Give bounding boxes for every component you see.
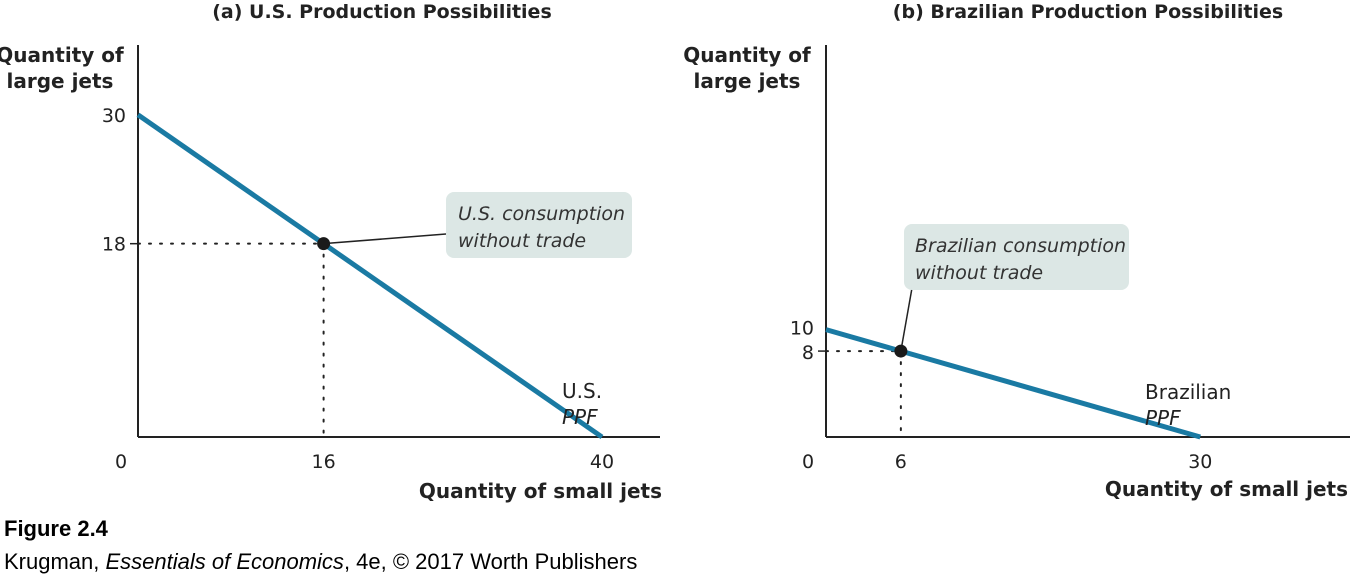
us-x-tick-label-40: 40 xyxy=(590,451,614,473)
us-origin-label: 0 xyxy=(115,451,127,473)
brazil-ppf-label-ppf: PPF xyxy=(1145,406,1181,430)
us-y-axis-title-line-1: Quantity of xyxy=(0,43,124,67)
credit-rest: , 4e, © 2017 Worth Publishers xyxy=(343,549,638,574)
us-ppf-label-ppf: PPF xyxy=(562,405,598,429)
us-callout-text-line-1: U.S. consumption xyxy=(458,203,625,225)
us-callout-leader xyxy=(323,233,447,245)
us-y-axis-title-line-2: large jets xyxy=(7,69,114,93)
us-callout-text-line-2: without trade xyxy=(458,230,586,252)
us-x-axis-title: Quantity of small jets xyxy=(419,479,662,503)
us-consumption-point xyxy=(317,237,331,251)
brazil-x-tick-label-30: 30 xyxy=(1188,451,1212,473)
credit-book-title: Essentials of Economics xyxy=(105,549,344,574)
brazil-origin-label: 0 xyxy=(802,451,814,473)
us-panel-title: (a) U.S. Production Possibilities xyxy=(212,1,552,23)
figure-credit: Krugman, Essentials of Economics, 4e, © … xyxy=(4,549,637,575)
brazil-callout-box xyxy=(904,224,1129,290)
brazil-x-tick-label-6: 6 xyxy=(895,451,907,473)
figure-number: Figure 2.4 xyxy=(4,516,108,541)
us-y-tick-label-30: 30 xyxy=(102,105,126,127)
brazil-panel-title: (b) Brazilian Production Possibilities xyxy=(893,1,1283,23)
brazil-callout-text-line-2: without trade xyxy=(915,262,1043,284)
us-ppf-label-name: U.S. xyxy=(562,379,602,403)
brazil-callout-leader xyxy=(900,287,913,352)
brazil-ppf-label-name: Brazilian xyxy=(1145,380,1231,404)
us-ppf-panel: (a) U.S. Production Possibilities Quantit… xyxy=(0,1,662,503)
brazil-x-axis-title: Quantity of small jets xyxy=(1105,477,1348,501)
us-callout-box xyxy=(446,192,632,258)
us-x-tick-label-16: 16 xyxy=(312,451,336,473)
credit-author: Krugman, xyxy=(4,549,106,574)
brazil-callout-text-line-1: Brazilian consumption xyxy=(915,235,1126,257)
brazil-y-tick-label-8: 8 xyxy=(802,342,814,364)
brazil-y-tick-label-10: 10 xyxy=(790,318,814,340)
brazil-y-axis-title-line-1: Quantity of xyxy=(683,43,811,67)
brazil-consumption-point xyxy=(894,344,908,358)
brazil-y-axis-title-line-2: large jets xyxy=(694,69,801,93)
us-ppf-line xyxy=(136,112,604,440)
us-y-tick-label-18: 18 xyxy=(102,234,126,256)
brazil-ppf-line xyxy=(825,327,1201,440)
brazil-ppf-panel: (b) Brazilian Production Possibilities Qu… xyxy=(683,1,1350,501)
